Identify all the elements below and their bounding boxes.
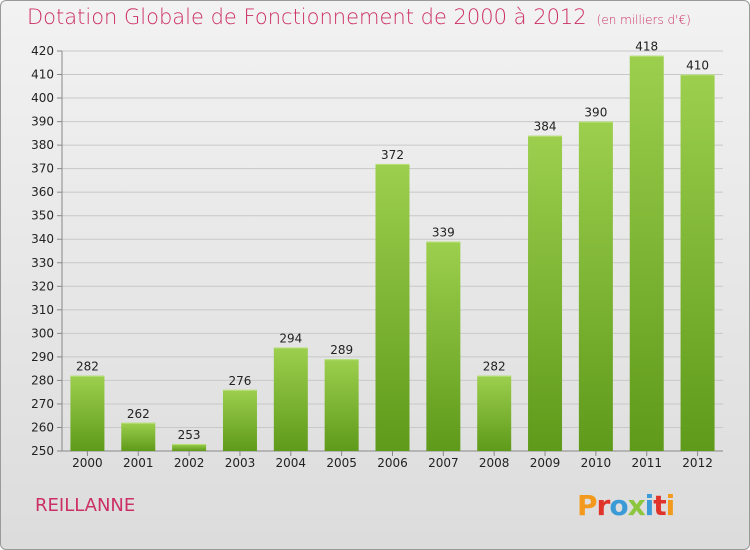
bar (172, 443, 207, 451)
chart-title: Dotation Globale de Fonctionnement de 20… (27, 5, 691, 29)
y-tick-label: 320 (31, 279, 54, 293)
x-tick-label: 2006 (377, 456, 408, 470)
x-tick-labels: 2000 2001 2002 2003 2004 2005 2006 2007 2008 2009… (72, 456, 713, 470)
y-tick-label: 360 (31, 185, 54, 199)
bar (578, 121, 613, 452)
bar-value-label: 418 (635, 40, 658, 54)
bar (273, 347, 308, 451)
bar (528, 135, 563, 452)
y-tick-label: 340 (31, 232, 54, 246)
y-tick-label: 290 (31, 350, 54, 364)
bar (222, 389, 257, 451)
chart-title-text: Dotation Globale de Fonctionnement de 20… (27, 5, 587, 29)
bar (680, 74, 715, 451)
bar-value-label: 339 (432, 226, 455, 240)
bar-value-label: 289 (330, 343, 353, 357)
x-tick-label: 2003 (225, 456, 256, 470)
x-tick-label: 2007 (428, 456, 459, 470)
bars (70, 55, 715, 452)
x-tick-label: 2001 (123, 456, 154, 470)
y-tick-label: 390 (31, 115, 54, 129)
x-tick-label: 2004 (276, 456, 307, 470)
bar (121, 422, 156, 451)
y-tick-label: 420 (31, 44, 54, 58)
y-tick-label: 410 (31, 68, 54, 82)
bar-labels: 282 262 253 276 294 289 372 339 282 384 390 418 410 (76, 40, 709, 442)
logo-letter: i (644, 489, 655, 522)
bar-value-label: 372 (381, 148, 404, 162)
x-tick-label: 2005 (326, 456, 357, 470)
y-tick-label: 260 (31, 420, 54, 434)
logo-letter: P (577, 489, 598, 522)
bar-value-label: 253 (178, 428, 201, 442)
bar-value-label: 276 (229, 374, 252, 388)
y-tick-label: 330 (31, 256, 54, 270)
x-tick-label: 2009 (530, 456, 561, 470)
bar-value-label: 384 (534, 120, 557, 134)
logo-letter: t (653, 489, 666, 522)
y-tick-labels: 250 260 270 280 290 300 310 320 330 340 350 360 370 3… (31, 44, 54, 458)
y-tick-label: 370 (31, 162, 54, 176)
bar-value-label: 294 (279, 331, 302, 345)
bar-value-label: 282 (483, 360, 506, 374)
bar (629, 55, 664, 452)
x-tick-label: 2012 (682, 456, 713, 470)
y-tick-label: 400 (31, 91, 54, 105)
y-tick-label: 280 (31, 373, 54, 387)
y-tick-label: 310 (31, 303, 54, 317)
logo-letter: x (627, 489, 646, 522)
bar (375, 163, 410, 452)
y-tick-label: 350 (31, 209, 54, 223)
chart-unit: (en milliers d'€) (596, 13, 691, 27)
commune-name: REILLANNE (35, 495, 136, 516)
bar (324, 359, 359, 451)
bar-value-label: 390 (584, 106, 607, 120)
x-tick-label: 2011 (631, 456, 662, 470)
x-tick-label: 2010 (581, 456, 612, 470)
bar (70, 375, 105, 451)
x-tick-label: 2002 (174, 456, 205, 470)
logo-letter: o (609, 489, 628, 522)
y-tick-label: 300 (31, 326, 54, 340)
bar (426, 241, 461, 451)
y-tick-label: 380 (31, 138, 54, 152)
y-tick-label: 270 (31, 397, 54, 411)
y-tick-label: 250 (31, 444, 54, 458)
bar-value-label: 410 (686, 59, 709, 73)
logo-letter: i (665, 489, 676, 522)
bar (477, 375, 512, 451)
logo-letter: r (596, 489, 611, 522)
bar-value-label: 262 (127, 407, 150, 421)
proxiti-logo: Proxiti (577, 489, 676, 522)
x-tick-label: 2000 (72, 456, 103, 470)
x-tick-label: 2008 (479, 456, 510, 470)
bar-value-label: 282 (76, 360, 99, 374)
